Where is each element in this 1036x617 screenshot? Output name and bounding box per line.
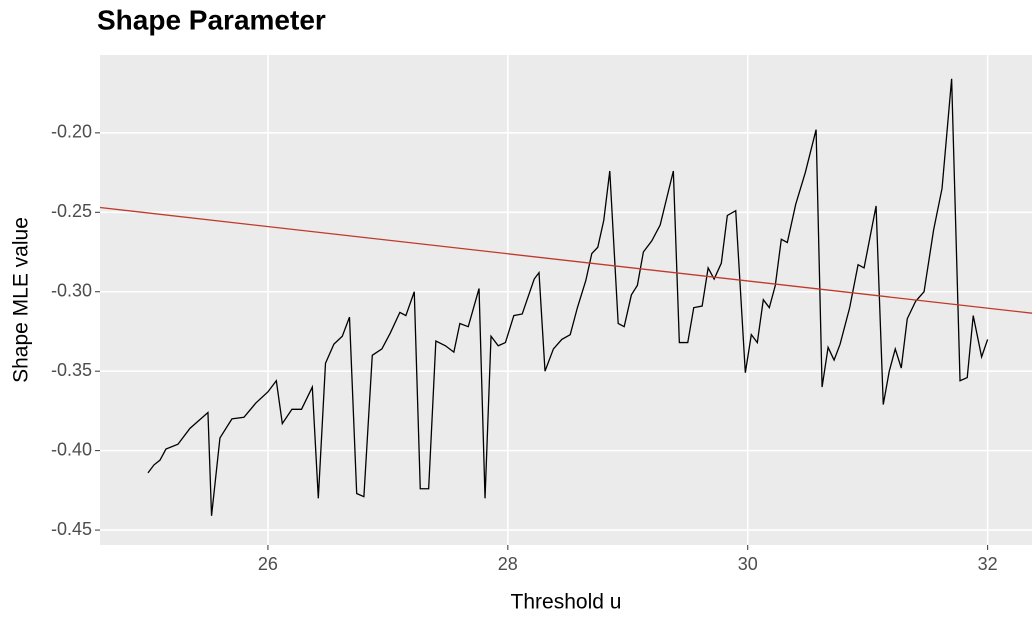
data-line xyxy=(147,78,989,516)
y-tick-label: -0.25 xyxy=(51,201,92,221)
y-tick-label: -0.30 xyxy=(51,280,92,300)
y-axis-title: Shape MLE value xyxy=(10,217,33,383)
x-axis-title: Threshold u xyxy=(511,591,622,614)
y-tick-label: -0.40 xyxy=(51,439,92,459)
x-tick-label: 32 xyxy=(978,554,998,574)
x-tick-label: 26 xyxy=(258,554,278,574)
plot-panel xyxy=(100,55,1032,545)
x-tick-label: 28 xyxy=(498,554,518,574)
y-tick-label: -0.45 xyxy=(51,519,92,539)
chart-title: Shape Parameter xyxy=(97,4,326,35)
x-tick-label: 30 xyxy=(738,554,758,574)
y-tick-label: -0.20 xyxy=(51,122,92,142)
y-tick-label: -0.35 xyxy=(51,360,92,380)
data-line xyxy=(100,206,1032,314)
